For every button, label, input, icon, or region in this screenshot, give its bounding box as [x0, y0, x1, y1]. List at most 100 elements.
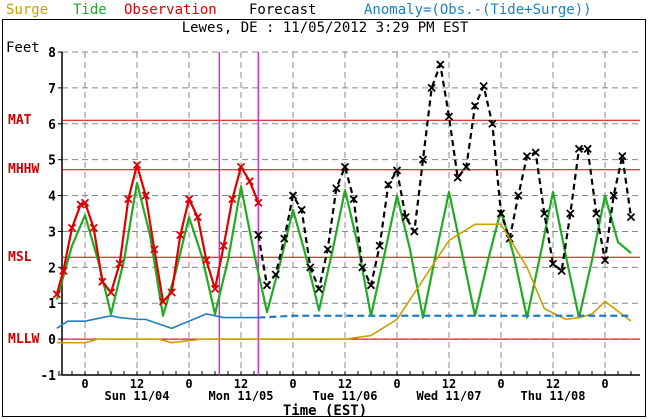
forecast-marker — [323, 245, 332, 254]
forecast-line — [257, 63, 633, 290]
forecast-marker — [254, 230, 263, 240]
x-day-label: Tue 11/06 — [312, 389, 377, 403]
x-tick-label: 12 — [338, 377, 352, 391]
observation-marker — [67, 223, 77, 232]
observation-marker — [115, 259, 124, 268]
observation-marker — [89, 223, 98, 232]
forecast-marker — [375, 241, 384, 250]
observation-marker — [76, 200, 85, 209]
forecast-marker — [332, 184, 341, 193]
x-tick-label: 12 — [546, 377, 560, 391]
observation-marker — [245, 177, 254, 186]
forecast-marker — [366, 281, 376, 290]
forecast-marker — [470, 101, 480, 110]
y-tick-label: 5 — [48, 154, 56, 169]
y-tick-label: 2 — [48, 261, 56, 276]
forecast-marker — [280, 234, 289, 243]
observation-marker — [98, 277, 107, 286]
observation-marker — [132, 160, 142, 170]
x-tick-label: 0 — [497, 377, 504, 391]
chart-frame — [2, 19, 646, 417]
x-tick-label: 0 — [601, 377, 608, 391]
observation-marker — [106, 288, 116, 297]
forecast-marker — [566, 209, 575, 218]
forecast-marker — [349, 195, 358, 204]
forecast-marker — [592, 209, 601, 218]
y-tick-label: 7 — [48, 82, 56, 97]
forecast-marker — [444, 112, 454, 121]
y-tick-label: 3 — [48, 225, 56, 240]
forecast-marker — [600, 256, 610, 265]
x-tick-label: 12 — [130, 377, 144, 391]
observation-marker — [158, 297, 168, 306]
forecast-marker — [531, 148, 540, 157]
y-tick-label: 0 — [48, 333, 56, 348]
x-tick-label: 0 — [289, 377, 296, 391]
forecast-marker — [574, 144, 584, 154]
forecast-marker — [540, 209, 549, 218]
anomaly-line — [56, 313, 259, 330]
legend-observation: Observation — [124, 2, 217, 18]
x-day-label: Thu 11/08 — [520, 389, 585, 403]
observation-marker — [219, 241, 228, 250]
y-tick-label: 8 — [48, 46, 56, 61]
datum-label-mat: MAT — [8, 113, 32, 128]
observation-marker — [150, 245, 159, 254]
y-tick-label: -1 — [40, 369, 56, 384]
legend-forecast: Forecast — [249, 2, 317, 18]
forecast-marker — [557, 266, 566, 276]
observation-marker — [141, 191, 150, 200]
observation-marker — [193, 212, 202, 222]
forecast-marker — [514, 191, 523, 200]
forecast-marker — [548, 259, 558, 268]
x-axis-title: Time (EST) — [282, 403, 368, 419]
y-tick-label: 6 — [48, 118, 56, 133]
forecast-marker — [410, 227, 419, 236]
forecast-marker — [297, 205, 306, 215]
forecast-marker — [401, 212, 410, 222]
observation-marker — [228, 195, 237, 204]
anomaly-line-forecast — [258, 314, 631, 319]
forecast-marker — [288, 191, 298, 200]
forecast-marker — [271, 270, 280, 279]
forecast-marker — [522, 151, 532, 161]
x-tick-label: 12 — [234, 377, 248, 391]
forecast-marker — [609, 191, 618, 200]
forecast-marker — [340, 162, 350, 171]
y-tick-label: 1 — [48, 297, 56, 312]
observation-marker — [210, 284, 220, 294]
observation-marker — [236, 162, 246, 171]
x-day-label: Sun 11/04 — [104, 389, 169, 403]
x-tick-label: 0 — [393, 377, 400, 391]
datum-label-mllw: MLLW — [8, 332, 40, 347]
observation-marker — [52, 290, 61, 299]
forecast-marker — [427, 83, 436, 93]
forecast-marker — [618, 151, 627, 161]
datum-label-mhhw: MHHW — [8, 162, 40, 177]
observation-marker — [59, 266, 68, 276]
observation-marker — [254, 198, 263, 207]
forecast-marker — [496, 209, 506, 218]
forecast-marker — [306, 263, 315, 272]
forecast-marker — [479, 81, 488, 91]
y-tick-label: 4 — [48, 190, 56, 205]
observation-marker — [124, 195, 133, 204]
datum-label-msl: MSL — [8, 250, 32, 265]
chart-title: Lewes, DE : 11/05/2012 3:29 PM EST — [181, 20, 469, 36]
forecast-marker — [384, 180, 393, 189]
forecast-marker — [262, 281, 272, 290]
x-tick-label: 0 — [185, 377, 192, 391]
legend-surge: Surge — [6, 2, 49, 18]
forecast-marker — [453, 173, 462, 182]
legend-anomaly: Anomaly=(Obs.-(Tide+Surge)) — [364, 2, 592, 18]
observation-marker — [202, 256, 211, 265]
observation-marker — [80, 198, 90, 207]
forecast-marker — [436, 60, 445, 69]
forecast-marker — [358, 263, 367, 272]
observation-marker — [184, 195, 194, 204]
legend-tide: Tide — [73, 2, 107, 18]
forecast-marker — [314, 284, 324, 294]
forecast-marker — [418, 155, 428, 164]
x-tick-label: 12 — [442, 377, 456, 391]
forecast-marker — [583, 144, 592, 154]
